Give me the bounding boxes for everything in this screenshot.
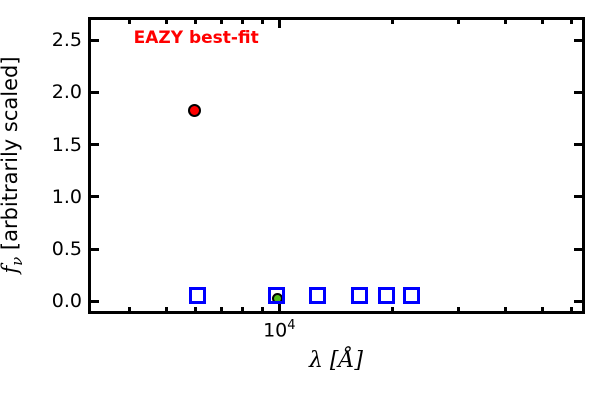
annotation-eazy-best-fit: EAZY best-fit xyxy=(133,27,259,48)
x-axis-title: λ [Å] xyxy=(308,348,364,373)
y-tick-label: 0.0 xyxy=(51,290,82,313)
y-tick-label: 1.0 xyxy=(51,185,82,208)
x-tick-label: 104 xyxy=(263,318,296,342)
y-axis-title: fν [arbitrarily scaled] xyxy=(0,56,27,274)
y-tick-label: 2.0 xyxy=(51,81,82,104)
y-tick-label: 2.5 xyxy=(51,29,82,51)
y-tick-label: 0.5 xyxy=(51,238,82,261)
plot-axes-frame xyxy=(88,17,585,314)
y-tick-label: 1.5 xyxy=(51,133,82,156)
